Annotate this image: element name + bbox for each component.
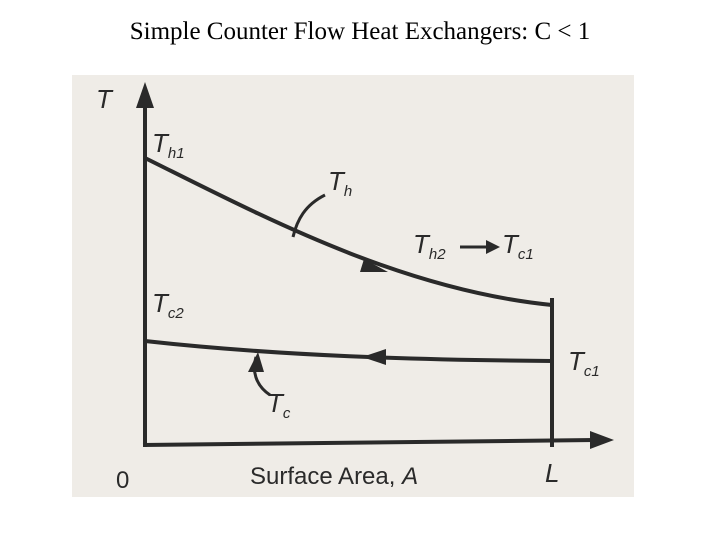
label-tc1-top: Tc1 — [502, 229, 534, 263]
label-part: T — [502, 229, 520, 259]
cold-fluid-curve — [144, 339, 553, 363]
label-tc2: Tc2 — [152, 288, 184, 322]
label-part: c1 — [518, 246, 534, 263]
label-part: c — [283, 405, 291, 422]
slide-title: Simple Counter Flow Heat Exchangers: C <… — [129, 18, 591, 45]
label-part: c2 — [168, 305, 185, 322]
x-axis-label: Surface Area, A — [250, 463, 418, 490]
label-part: T — [267, 388, 285, 418]
label-part: h2 — [429, 246, 446, 263]
label-th2: Th2 — [413, 229, 446, 263]
label-part: T — [413, 229, 431, 259]
label-part: h — [344, 183, 352, 200]
label-part: T — [328, 166, 346, 196]
label-part: T — [152, 288, 170, 318]
x-axis-arrow — [590, 431, 614, 449]
label-part: T — [568, 346, 586, 376]
tc-pointer-head — [248, 352, 264, 372]
th-pointer — [291, 193, 326, 238]
label-th1: Th1 — [152, 128, 185, 162]
x-axis — [142, 438, 596, 447]
length-label: L — [545, 458, 559, 488]
label-part: A — [400, 463, 418, 490]
transition-arrow-head — [486, 240, 500, 254]
scan-background — [72, 75, 634, 497]
hot-fluid-curve — [144, 156, 553, 307]
label-part: h1 — [168, 145, 185, 162]
label-part: c1 — [584, 363, 600, 380]
origin-label: 0 — [116, 467, 129, 494]
hot-flow-arrow — [360, 259, 388, 272]
label-part: Surface Area, — [250, 463, 402, 490]
label-part: T — [152, 128, 170, 158]
y-axis-arrow — [136, 82, 154, 108]
label-th: Th — [328, 166, 352, 200]
label-tc1: Tc1 — [568, 346, 600, 380]
cold-flow-arrow — [362, 349, 386, 365]
y-axis-label: T — [96, 84, 114, 114]
label-tc: Tc — [267, 388, 291, 422]
